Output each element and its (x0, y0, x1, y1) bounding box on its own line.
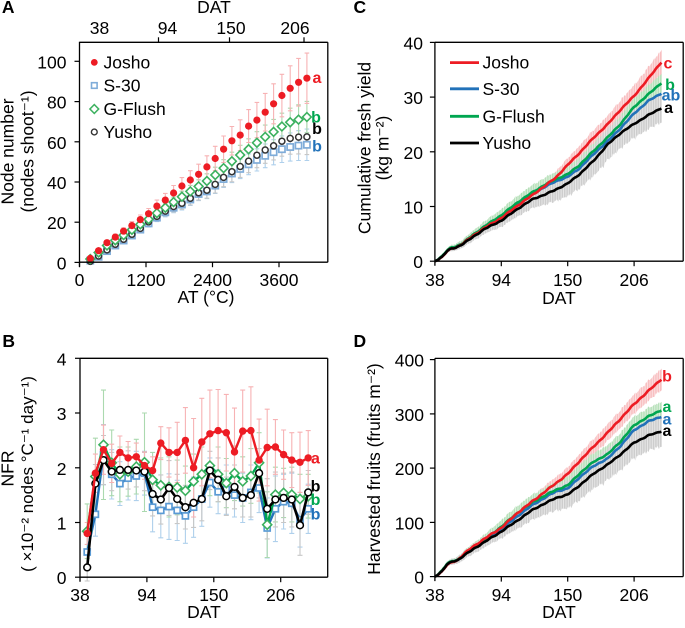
svg-text:(kg m⁻²): (kg m⁻²) (373, 116, 393, 181)
svg-text:0: 0 (414, 568, 424, 588)
svg-text:S-30: S-30 (483, 79, 520, 99)
svg-text:2400: 2400 (193, 270, 232, 290)
svg-text:206: 206 (266, 585, 295, 605)
svg-text:40: 40 (404, 33, 424, 53)
svg-text:150: 150 (553, 270, 582, 290)
svg-text:a: a (664, 100, 673, 117)
svg-text:38: 38 (425, 585, 444, 605)
svg-text:Josho: Josho (483, 53, 530, 73)
svg-text:300: 300 (395, 405, 424, 425)
svg-text:38: 38 (70, 585, 89, 605)
svg-text:2: 2 (57, 459, 67, 479)
svg-text:( ×10⁻² nodes °C⁻¹ day⁻¹): ( ×10⁻² nodes °C⁻¹ day⁻¹) (18, 376, 37, 572)
svg-text:0: 0 (413, 252, 423, 272)
svg-text:ab: ab (662, 88, 681, 105)
svg-text:200: 200 (395, 459, 424, 479)
svg-text:b: b (311, 507, 321, 524)
svg-text:DAT: DAT (197, 0, 231, 17)
svg-text:DAT: DAT (187, 602, 221, 622)
svg-text:206: 206 (619, 270, 648, 290)
svg-text:150: 150 (216, 18, 245, 38)
svg-text:60: 60 (47, 133, 67, 153)
svg-text:94: 94 (137, 585, 157, 605)
svg-text:a: a (311, 450, 320, 467)
svg-text:A: A (2, 0, 15, 17)
svg-text:a: a (663, 412, 672, 429)
svg-text:38: 38 (425, 270, 444, 290)
svg-text:Node number: Node number (0, 98, 18, 204)
svg-text:94: 94 (492, 270, 512, 290)
svg-text:10: 10 (404, 198, 424, 218)
svg-text:(nodes shoot⁻¹): (nodes shoot⁻¹) (18, 90, 38, 212)
svg-text:20: 20 (404, 143, 424, 163)
svg-text:C: C (354, 0, 367, 17)
svg-text:NFR: NFR (0, 451, 18, 487)
svg-text:1200: 1200 (127, 270, 166, 290)
svg-text:1: 1 (57, 514, 67, 534)
svg-text:206: 206 (619, 585, 648, 605)
svg-text:B: B (2, 331, 15, 351)
svg-text:a: a (663, 399, 672, 416)
svg-text:4: 4 (57, 349, 67, 369)
svg-text:b: b (665, 77, 675, 94)
svg-text:D: D (354, 331, 367, 351)
svg-text:38: 38 (90, 18, 109, 38)
svg-text:S-30: S-30 (104, 76, 141, 96)
svg-text:400: 400 (395, 351, 424, 371)
svg-text:100: 100 (37, 52, 66, 72)
svg-text:b: b (312, 139, 322, 156)
svg-text:a: a (663, 423, 672, 440)
svg-text:94: 94 (158, 18, 178, 38)
svg-text:G-Flush: G-Flush (104, 99, 166, 119)
svg-text:150: 150 (553, 585, 582, 605)
svg-text:DAT: DAT (542, 602, 576, 622)
svg-text:Josho: Josho (104, 52, 151, 72)
svg-text:b: b (311, 492, 321, 509)
svg-text:80: 80 (47, 93, 67, 113)
svg-text:a: a (313, 70, 322, 87)
svg-text:206: 206 (280, 18, 309, 38)
svg-text:DAT: DAT (542, 288, 576, 308)
svg-text:c: c (664, 55, 673, 72)
svg-text:Harvested fruits (fruits m⁻²): Harvested fruits (fruits m⁻²) (364, 363, 384, 575)
svg-text:3600: 3600 (260, 270, 299, 290)
svg-text:Yusho: Yusho (483, 133, 532, 153)
svg-text:40: 40 (47, 173, 67, 193)
svg-text:94: 94 (492, 585, 512, 605)
svg-text:30: 30 (404, 88, 424, 108)
svg-text:20: 20 (47, 213, 67, 233)
svg-text:0: 0 (57, 568, 67, 588)
svg-text:b: b (311, 110, 321, 127)
svg-text:b: b (662, 369, 672, 386)
svg-text:0: 0 (57, 253, 67, 273)
svg-text:100: 100 (395, 513, 424, 533)
svg-text:AT (°C): AT (°C) (178, 287, 235, 307)
svg-text:Cumulative fresh yield: Cumulative fresh yield (355, 62, 375, 234)
svg-text:G-Flush: G-Flush (483, 106, 545, 126)
svg-text:0: 0 (75, 270, 85, 290)
svg-text:Yusho: Yusho (104, 122, 153, 142)
svg-text:150: 150 (199, 585, 228, 605)
svg-text:b: b (311, 478, 321, 495)
svg-text:b: b (312, 121, 322, 138)
svg-text:3: 3 (57, 404, 67, 424)
